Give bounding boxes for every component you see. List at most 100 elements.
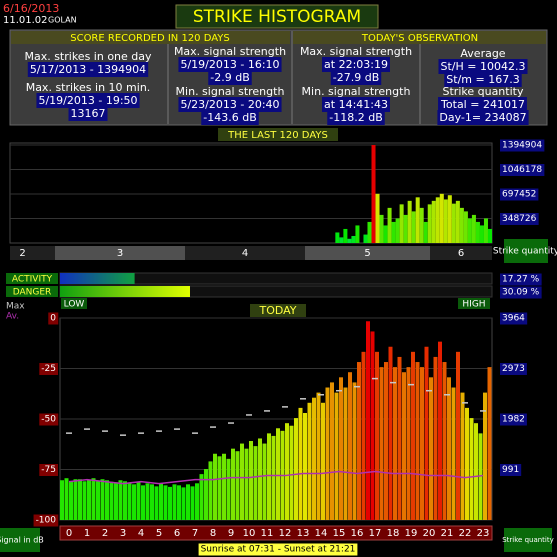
day-bar [387,207,392,243]
hour-bar [244,448,249,520]
stat-label: Min. signal strength [176,85,285,98]
hour-bar [159,483,163,520]
hour-bar [388,346,393,520]
stat-value: -27.9 dB [333,71,380,84]
hour-bar [222,453,226,520]
stat-value: -118.2 dB [329,111,383,124]
day-bar [343,228,348,243]
day-bar [419,207,424,243]
x-tick-label: 17 [369,528,382,539]
x-tick-label: 11 [261,528,274,539]
x-tick-label: 6 [174,528,180,539]
x-tick-label: 18 [387,528,400,539]
hour-bar [258,438,262,520]
y-tick-label: 1394904 [502,141,542,151]
stat-label: Max. strikes in 10 min. [26,81,151,94]
x-tick-label: 23 [477,528,490,539]
hour-bar [172,484,177,520]
hour-bar [213,453,217,520]
hour-bar [303,412,307,520]
axis-caption: Strike quantity [502,536,554,544]
average-line [68,470,484,485]
tick-box [39,363,58,375]
hour-bar [199,474,204,520]
hour-bar [370,331,375,520]
month-label: 3 [117,248,123,259]
hour-bar [226,458,231,520]
signal-tick-label: -100 [36,516,57,526]
x-tick-label: 14 [315,528,328,539]
tick-box [500,164,545,176]
day-bar [427,204,432,243]
date: 6/16/2013 [3,2,59,15]
hour-bar [424,346,429,520]
day-bar [367,221,372,243]
stat-label: Max. signal strength [174,45,286,58]
day-bar [483,218,488,243]
level-caption-box [6,273,58,284]
hour-bar [451,387,456,520]
hour-bar [208,461,213,520]
tick-box [500,139,545,152]
x-tick-label: 8 [210,528,216,539]
month-segment [10,246,55,260]
hour-bar [379,367,384,520]
heading-strip [11,31,290,44]
hour-bar [456,351,460,520]
signal-tick-label: -25 [41,364,56,374]
hour-bar [397,356,402,520]
hour-bar [384,362,388,520]
version: 11.01.02 [3,15,48,26]
day-bar [467,218,472,243]
stat-value: Day-1= 234087 [439,111,526,124]
value-box [438,59,528,74]
hour-bar [271,435,276,520]
tick-box [48,312,59,325]
value-box [444,72,522,87]
hour-bar [357,362,361,520]
axis-caption-box [504,528,552,552]
tick-box [39,413,59,426]
y-tick-label: 1046178 [502,165,542,175]
stat-value: 13167 [71,107,106,120]
hour-bar [163,485,168,520]
month-segment [430,246,492,260]
hour-bar [330,382,334,520]
hour-bar [289,425,294,520]
section-heading: SCORE RECORDED IN 120 DAYS [70,33,230,44]
day-bar [403,214,408,243]
x-tick-label: 13 [297,528,310,539]
stat-value: St/H = 10042.3 [441,60,526,73]
title: STRIKE HISTOGRAM [193,7,361,27]
hour-bar [276,428,280,520]
stat-value: St/m = 167.3 [446,73,519,86]
hour-bar [240,443,244,520]
x-tick-label: 7 [192,528,198,539]
month-label: 2 [19,248,25,259]
hour-bar [411,351,415,520]
day-bar [431,200,436,243]
y-tick-label: 1982 [502,415,525,425]
tick-box [500,363,527,375]
hour-bar [64,478,69,520]
month-segment [55,246,185,260]
day-bar [463,211,468,243]
level-value: 30.09 % [502,288,540,298]
tick-box [500,213,539,225]
hour-bar [231,448,235,520]
low-box [61,298,87,309]
x-tick-label: 16 [351,528,364,539]
x-tick-label: 2 [102,528,108,539]
stat-label: Max. signal strength [300,45,412,58]
hour-bar [447,377,451,520]
day-bar [339,237,344,243]
heading-strip [293,31,546,44]
day-bar [443,199,448,243]
low-label: LOW [64,300,85,310]
hour-bar [420,367,424,520]
axis-caption-box [504,239,548,263]
hour-bar [393,367,397,520]
hour-bar [433,356,438,520]
hour-bar [375,351,379,520]
